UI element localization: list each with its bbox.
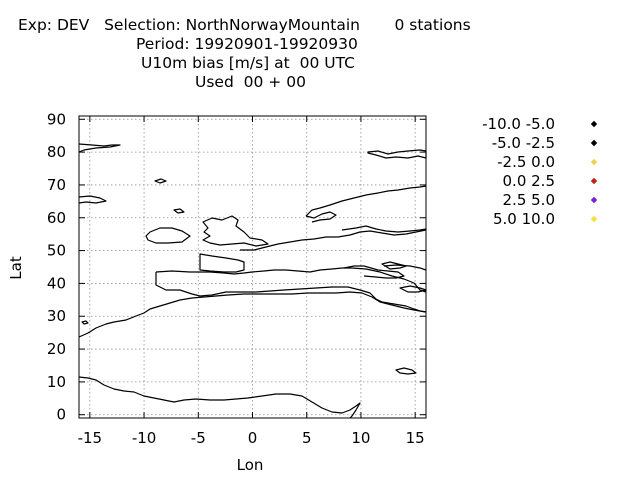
y-tick-label: 90: [47, 110, 66, 128]
x-tick-label: -10: [132, 429, 157, 447]
legend-entry-label: 2.5 5.0: [503, 191, 555, 209]
plot-title: Exp: DEV Selection: NorthNorwayMountain …: [0, 16, 500, 92]
legend-diamond-marker: [590, 177, 598, 185]
coastline-iberia: [155, 267, 427, 293]
legend-diamond-marker: [590, 196, 598, 204]
coastline-svalbard: [367, 149, 427, 159]
legend-diamond-marker: [590, 139, 598, 147]
legend: -10.0 -5.0-5.0 -2.5-2.5 0.00.0 2.52.5 5.…: [482, 115, 598, 228]
x-tick-label: 10: [351, 429, 370, 447]
legend-entry-label: -2.5 0.0: [497, 153, 555, 171]
y-tick-label: 60: [47, 209, 66, 227]
grid-lines: [79, 116, 426, 418]
coastline-north-africa: [78, 291, 427, 338]
x-tick-label: -15: [78, 429, 103, 447]
y-tick-label: 10: [47, 373, 66, 391]
legend-diamond-marker: [590, 158, 598, 166]
legend-diamond-marker: [590, 215, 598, 223]
x-tick-label: 15: [406, 429, 425, 447]
coastline-norway-south: [305, 211, 337, 223]
legend-diamond-marker: [590, 120, 598, 128]
coastline-lake: [395, 367, 417, 375]
legend-entry-label: 5.0 10.0: [493, 210, 555, 228]
coastline-france: [199, 253, 245, 273]
coastline-iceland: [78, 195, 107, 204]
coastline-shetland: [173, 208, 185, 214]
x-tick-label: -5: [191, 429, 206, 447]
coastline-greenland: [78, 143, 121, 153]
y-tick-label: 0: [56, 406, 66, 424]
coastline-baltic: [341, 225, 427, 233]
coastline-sicily: [399, 285, 427, 293]
coastline-outlines: [78, 143, 427, 419]
coastline-ireland: [145, 227, 191, 244]
coastline-west-africa: [78, 376, 361, 419]
y-tick-label: 70: [47, 176, 66, 194]
y-tick-label: 30: [47, 307, 66, 325]
coastline-faroes: [154, 178, 167, 184]
x-tick-label: 0: [248, 429, 258, 447]
x-axis-label: Lon: [237, 456, 264, 474]
y-tick-label: 80: [47, 143, 66, 161]
title-used-line: Used 00 + 00: [195, 73, 306, 91]
legend-entry-label: -5.0 -2.5: [492, 134, 555, 152]
coastline-britain: [202, 215, 269, 247]
legend-entry-label: -10.0 -5.0: [482, 115, 555, 133]
coastline-balkans: [383, 264, 427, 271]
x-tick-label: 5: [302, 429, 312, 447]
axis-ticks: -15 -10 -5 0 5 10 15 0 10 20 30 40 50 60 70 80 90: [47, 110, 426, 447]
title-period-line: Period: 19920901-19920930: [136, 35, 358, 53]
coastline-canary: [81, 320, 89, 325]
title-parameter-line: U10m bias [m/s] at 00 UTC: [141, 54, 355, 72]
y-tick-label: 50: [47, 242, 66, 260]
legend-entry-label: 0.0 2.5: [503, 172, 555, 190]
y-tick-label: 40: [47, 274, 66, 292]
title-experiment-line: Exp: DEV Selection: NorthNorwayMountain …: [18, 16, 471, 34]
coastline-europe-north: [240, 229, 427, 251]
y-axis-label: Lat: [7, 256, 25, 280]
y-tick-label: 20: [47, 340, 66, 358]
coastline-iberia-south: [155, 272, 427, 313]
coastline-italy: [343, 265, 405, 279]
coastline-scandinavia: [305, 185, 427, 217]
